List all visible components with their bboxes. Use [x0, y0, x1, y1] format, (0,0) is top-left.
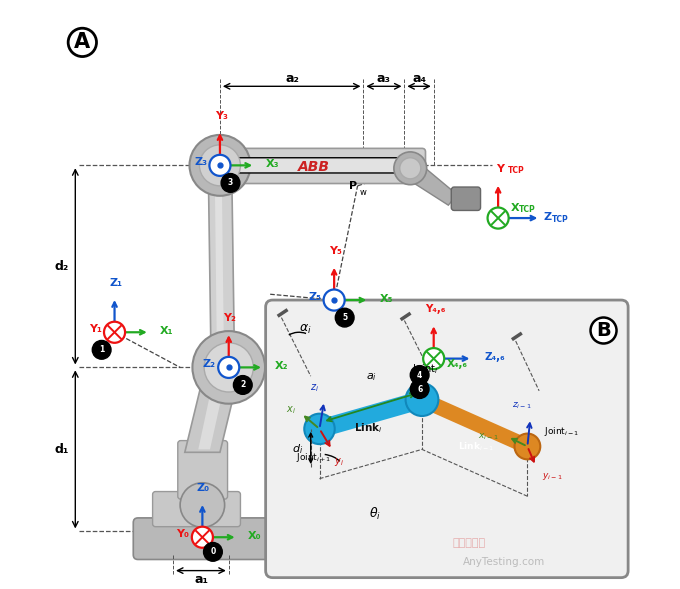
Polygon shape — [215, 168, 224, 365]
Circle shape — [92, 340, 111, 359]
Circle shape — [335, 308, 354, 327]
Circle shape — [199, 145, 241, 186]
Text: $x_i$: $x_i$ — [286, 405, 296, 416]
Polygon shape — [405, 166, 457, 205]
Text: P: P — [350, 181, 358, 191]
Polygon shape — [199, 368, 228, 449]
Text: d₁: d₁ — [54, 443, 69, 456]
Text: Z: Z — [544, 212, 552, 222]
Text: 4: 4 — [417, 370, 422, 379]
Circle shape — [180, 483, 224, 527]
Circle shape — [233, 376, 252, 395]
Circle shape — [324, 290, 345, 310]
Circle shape — [209, 155, 231, 176]
FancyBboxPatch shape — [266, 300, 628, 578]
Text: X₀: X₀ — [248, 531, 262, 541]
Text: Z₀: Z₀ — [197, 483, 210, 493]
Polygon shape — [208, 166, 235, 368]
Text: 2: 2 — [240, 380, 245, 389]
Text: Z₄,₆: Z₄,₆ — [484, 352, 505, 362]
Text: $\theta_i$: $\theta_i$ — [369, 506, 381, 522]
Circle shape — [410, 380, 429, 398]
Text: 3: 3 — [228, 178, 233, 187]
Circle shape — [204, 343, 254, 392]
Text: $\alpha_i$: $\alpha_i$ — [299, 323, 311, 336]
Circle shape — [203, 542, 222, 561]
Text: TCP: TCP — [507, 166, 524, 175]
FancyBboxPatch shape — [452, 187, 481, 210]
Polygon shape — [185, 356, 241, 452]
Text: w: w — [360, 188, 367, 197]
Text: a₁: a₁ — [194, 573, 208, 586]
Text: ABB: ABB — [298, 160, 330, 174]
Text: TCP: TCP — [552, 216, 568, 224]
Text: a₄: a₄ — [412, 72, 426, 85]
Text: Y₄,₆: Y₄,₆ — [425, 304, 445, 314]
Text: $y_{i-1}$: $y_{i-1}$ — [542, 471, 562, 482]
Circle shape — [192, 331, 265, 403]
Text: Joint$_i$: Joint$_i$ — [412, 362, 438, 376]
Text: X₅: X₅ — [380, 294, 393, 304]
Text: 1: 1 — [99, 345, 104, 355]
Circle shape — [410, 366, 429, 385]
Text: B: B — [596, 321, 611, 340]
Text: Joint$_{i-1}$: Joint$_{i-1}$ — [544, 425, 579, 438]
Text: a₃: a₃ — [377, 72, 391, 85]
Text: Link$_{i-1}$: Link$_{i-1}$ — [458, 440, 494, 453]
Circle shape — [192, 527, 213, 548]
Text: Z₃: Z₃ — [194, 157, 207, 167]
Text: a₂: a₂ — [285, 72, 299, 85]
Circle shape — [221, 174, 240, 192]
FancyBboxPatch shape — [133, 518, 283, 560]
Circle shape — [394, 152, 426, 185]
Text: Y₅: Y₅ — [329, 246, 342, 256]
Text: $d_i$: $d_i$ — [292, 442, 303, 456]
Circle shape — [400, 158, 421, 179]
Text: 嘉峙检测网: 嘉峙检测网 — [452, 538, 486, 548]
FancyBboxPatch shape — [216, 158, 418, 173]
FancyBboxPatch shape — [211, 148, 426, 184]
FancyBboxPatch shape — [152, 492, 241, 527]
Text: Z₅: Z₅ — [308, 292, 321, 302]
Text: $z_{i-1}$: $z_{i-1}$ — [511, 401, 531, 411]
Text: X: X — [511, 203, 520, 213]
Circle shape — [190, 135, 250, 196]
Text: Link$_i$: Link$_i$ — [354, 421, 382, 435]
Circle shape — [104, 322, 125, 343]
Circle shape — [488, 207, 509, 229]
Text: $a_i$: $a_i$ — [366, 372, 377, 383]
Text: Y₀: Y₀ — [177, 529, 190, 539]
Text: $y_i$: $y_i$ — [335, 456, 344, 468]
Text: 6: 6 — [417, 385, 422, 393]
Text: Y: Y — [496, 164, 504, 174]
Text: Y₁: Y₁ — [89, 324, 101, 334]
Circle shape — [218, 357, 239, 378]
Text: X₃: X₃ — [266, 159, 279, 169]
Text: Y₂: Y₂ — [224, 313, 237, 323]
Text: AnyTesting.com: AnyTesting.com — [463, 557, 545, 567]
Circle shape — [304, 413, 335, 444]
Text: X₁: X₁ — [160, 326, 173, 336]
Text: Z₂: Z₂ — [203, 359, 216, 369]
Circle shape — [515, 434, 541, 459]
FancyBboxPatch shape — [177, 441, 228, 499]
Text: A: A — [74, 32, 90, 52]
Text: Y₃: Y₃ — [215, 111, 228, 121]
Circle shape — [405, 383, 439, 416]
Text: Z₁: Z₁ — [109, 278, 122, 288]
Circle shape — [423, 348, 444, 369]
Text: Joint$_{i+1}$: Joint$_{i+1}$ — [296, 451, 331, 464]
Text: $z_i$: $z_i$ — [310, 382, 320, 394]
Text: 0: 0 — [210, 547, 216, 557]
Text: TCP: TCP — [520, 206, 536, 214]
Text: X₄,₆: X₄,₆ — [447, 359, 468, 369]
Text: 5: 5 — [342, 313, 347, 322]
Text: $x_{i-1}$: $x_{i-1}$ — [479, 431, 499, 442]
Text: X₂: X₂ — [275, 361, 288, 371]
Text: d₂: d₂ — [54, 260, 69, 273]
